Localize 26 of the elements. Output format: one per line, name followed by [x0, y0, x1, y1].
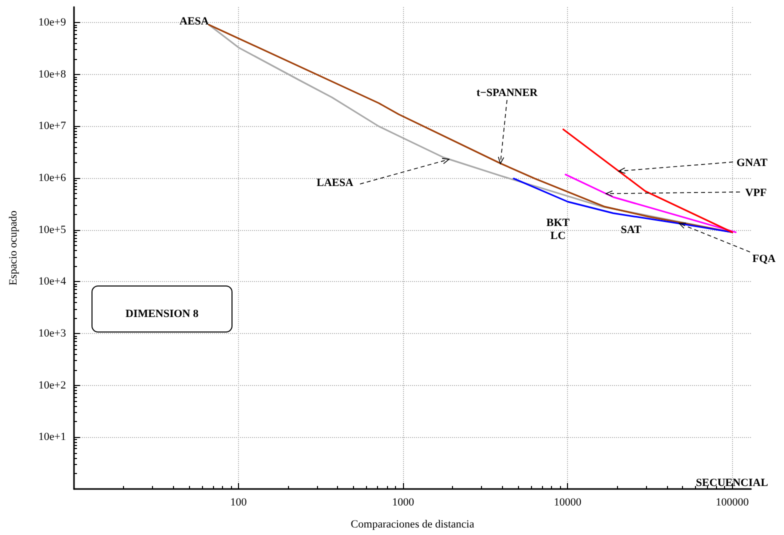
annotation: t−SPANNER: [476, 87, 539, 99]
annotation: SECUENCIAL: [696, 477, 768, 489]
y-tick-label: 10e+5: [38, 224, 66, 236]
annotation: VPF: [745, 187, 767, 199]
annotation: FQA: [752, 253, 776, 265]
x-axis-title: Comparaciones de distancia: [350, 518, 474, 530]
y-tick-label: 10e+7: [38, 120, 66, 132]
y-tick-label: 10e+8: [38, 68, 66, 80]
x-tick-label: 100000: [716, 496, 750, 508]
y-tick-label: 10e+2: [38, 379, 66, 392]
x-tick-label: 1000: [392, 496, 415, 508]
annotation: SAT: [620, 224, 642, 236]
y-tick-label: 10e+3: [38, 328, 66, 340]
y-axis-title: Espacio ocupado: [8, 210, 20, 286]
annotation: DIMENSION 8: [125, 308, 200, 320]
y-tick-label: 10e+9: [38, 16, 66, 29]
x-tick-label: 100: [230, 496, 248, 508]
annotation: AESA: [180, 16, 209, 28]
annotation: BKT: [546, 217, 570, 229]
y-tick-label: 10e+6: [38, 172, 66, 184]
y-tick-label: 10e+4: [38, 276, 66, 288]
y-tick-label: 10e+1: [38, 431, 66, 444]
x-tick-label: 10000: [554, 496, 582, 508]
annotation: LC: [550, 230, 566, 242]
annotation: GNAT: [736, 157, 768, 169]
annotation: LAESA: [316, 177, 354, 189]
